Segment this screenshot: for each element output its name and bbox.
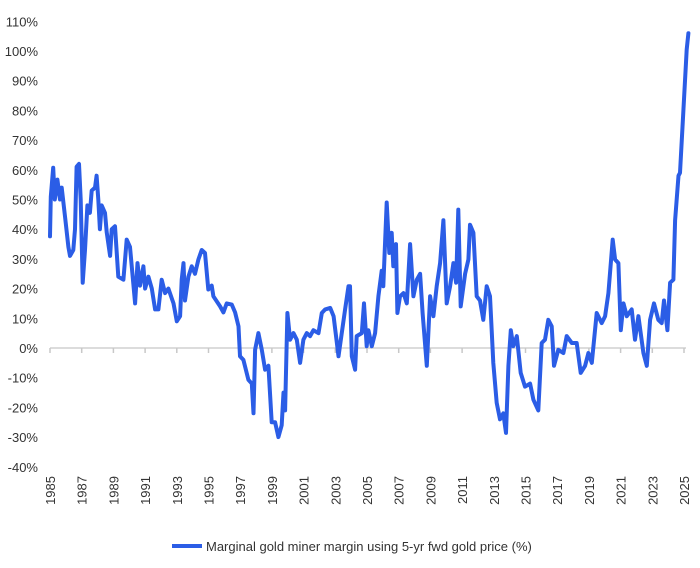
x-tick-label: 2009 <box>423 476 438 505</box>
x-tick-label: 2021 <box>614 476 629 505</box>
x-tick-label: 2023 <box>645 476 660 505</box>
y-tick-label: 110% <box>6 14 39 29</box>
y-tick-label: 20% <box>12 282 38 297</box>
y-tick-label: -20% <box>8 400 39 415</box>
x-tick-label: 1999 <box>265 476 280 505</box>
x-axis-ticks: 1985 1987 1989 1991 1993 1995 1997 1999 2001 2003… <box>43 348 692 505</box>
x-tick-label: 2025 <box>677 476 692 505</box>
x-tick-label: 1993 <box>170 476 185 505</box>
x-tick-label: 2015 <box>519 476 534 505</box>
y-tick-label: 80% <box>12 103 38 118</box>
y-tick-label: 50% <box>12 193 38 208</box>
legend-label: Marginal gold miner margin using 5-yr fw… <box>206 539 532 554</box>
x-tick-label: 2001 <box>297 476 312 505</box>
y-tick-label: -10% <box>8 371 39 386</box>
y-tick-label: 100% <box>5 44 39 59</box>
x-tick-label: 2017 <box>550 476 565 505</box>
x-tick-label: 2019 <box>582 476 597 505</box>
y-tick-label: 60% <box>12 163 38 178</box>
x-tick-label: 1987 <box>75 476 90 505</box>
y-tick-label: 70% <box>12 133 38 148</box>
x-tick-label: 2013 <box>487 476 502 505</box>
y-tick-label: -40% <box>8 460 39 475</box>
y-tick-label: 30% <box>12 252 38 267</box>
y-axis-tick-labels: 110% 100% 90% 80% 70% 60% 50% 40% 30% 20% 10% 0% -10… <box>5 14 39 475</box>
y-tick-label: 10% <box>12 311 38 326</box>
x-tick-label: 1995 <box>202 476 217 505</box>
x-tick-label: 1989 <box>106 476 121 505</box>
y-tick-label: 90% <box>12 74 38 89</box>
y-tick-label: -30% <box>8 430 39 445</box>
y-tick-label: 0% <box>19 341 38 356</box>
x-tick-label: 1991 <box>138 476 153 505</box>
series-line <box>48 31 691 440</box>
x-tick-label: 2003 <box>328 476 343 505</box>
x-tick-label: 2005 <box>360 476 375 505</box>
y-tick-label: 40% <box>12 222 38 237</box>
x-tick-label: 1997 <box>233 476 248 505</box>
x-tick-label: 1985 <box>43 476 58 505</box>
legend: Marginal gold miner margin using 5-yr fw… <box>172 539 532 554</box>
x-tick-label: 2011 <box>455 476 470 504</box>
x-tick-label: 2007 <box>392 476 407 505</box>
